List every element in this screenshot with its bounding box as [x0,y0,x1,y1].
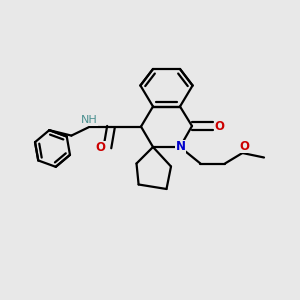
Text: N: N [176,140,186,154]
Text: NH: NH [81,115,98,125]
Text: O: O [239,140,249,153]
Text: O: O [214,119,225,133]
Text: O: O [96,141,106,154]
